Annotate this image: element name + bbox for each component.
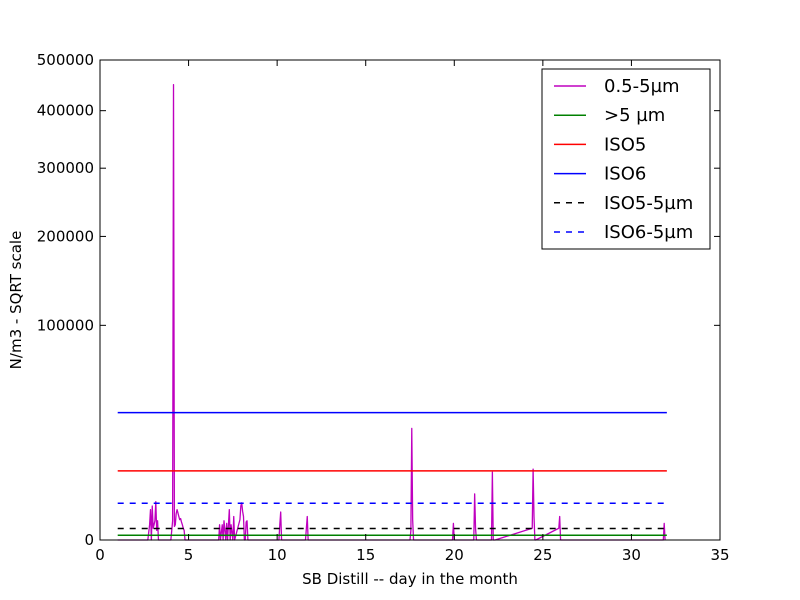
x-tick-label: 25 bbox=[533, 546, 552, 564]
y-tick-label: 400000 bbox=[37, 102, 94, 120]
legend-entry: 0.5-5µm bbox=[554, 76, 680, 97]
x-tick-labels: 0 5 10 15 20 25 30 35 bbox=[95, 546, 729, 564]
legend-entry: ISO5 bbox=[554, 134, 646, 155]
legend-box bbox=[541, 68, 711, 250]
legend-label: ISO6 bbox=[604, 164, 646, 185]
y-tick-label: 0 bbox=[84, 531, 94, 549]
y-tick-label: 100000 bbox=[37, 316, 94, 334]
y-tick-label: 500000 bbox=[37, 51, 94, 69]
x-tick-label: 5 bbox=[184, 546, 194, 564]
legend-entry: >5 µm bbox=[554, 105, 665, 126]
tick-marks bbox=[99, 59, 721, 541]
legend-entry: ISO5-5µm bbox=[554, 193, 693, 214]
legend-label: 0.5-5µm bbox=[604, 76, 680, 97]
x-tick-label: 30 bbox=[622, 546, 641, 564]
legend-label: >5 µm bbox=[604, 105, 665, 126]
y-tick-labels: 0 100000 200000 300000 400000 500000 bbox=[37, 51, 94, 549]
legend-label: ISO5 bbox=[604, 134, 646, 155]
y-tick-label: 200000 bbox=[37, 227, 94, 245]
legend-entry: ISO6-5µm bbox=[554, 222, 693, 243]
legend-label: ISO6-5µm bbox=[604, 222, 693, 243]
x-tick-label: 35 bbox=[710, 546, 729, 564]
legend-entry: ISO6 bbox=[554, 164, 646, 185]
y-axis-label: N/m3 - SQRT scale bbox=[7, 231, 25, 370]
x-tick-label: 20 bbox=[445, 546, 464, 564]
x-axis-label: SB Distill -- day in the month bbox=[302, 570, 518, 588]
x-tick-label: 15 bbox=[356, 546, 375, 564]
legend-label: ISO5-5µm bbox=[604, 193, 693, 214]
x-tick-label: 10 bbox=[268, 546, 287, 564]
y-tick-label: 300000 bbox=[37, 159, 94, 177]
x-tick-label: 0 bbox=[95, 546, 105, 564]
legend: 0.5-5µm >5 µm ISO5 ISO6 ISO5-5µm ISO6-5µ… bbox=[541, 68, 711, 250]
plot-area-frame bbox=[99, 59, 721, 541]
